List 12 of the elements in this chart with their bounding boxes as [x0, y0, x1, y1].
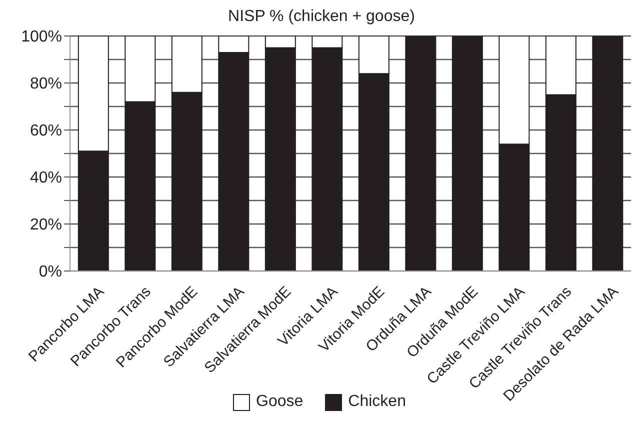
y-tick-label: 60% [30, 122, 62, 140]
bar [452, 36, 483, 271]
chart-title: NISP % (chicken + goose) [227, 8, 416, 26]
y-tick-label: 0% [38, 264, 62, 281]
y-tick-label: 80% [30, 76, 62, 93]
y-tick-label: 100% [21, 28, 62, 46]
y-tick-label: 20% [30, 216, 62, 234]
bar [405, 36, 436, 271]
bar [592, 36, 624, 271]
legend-label: Chicken [347, 393, 406, 411]
legend-label: Goose [255, 393, 304, 411]
y-tick-label: 40% [30, 170, 62, 187]
